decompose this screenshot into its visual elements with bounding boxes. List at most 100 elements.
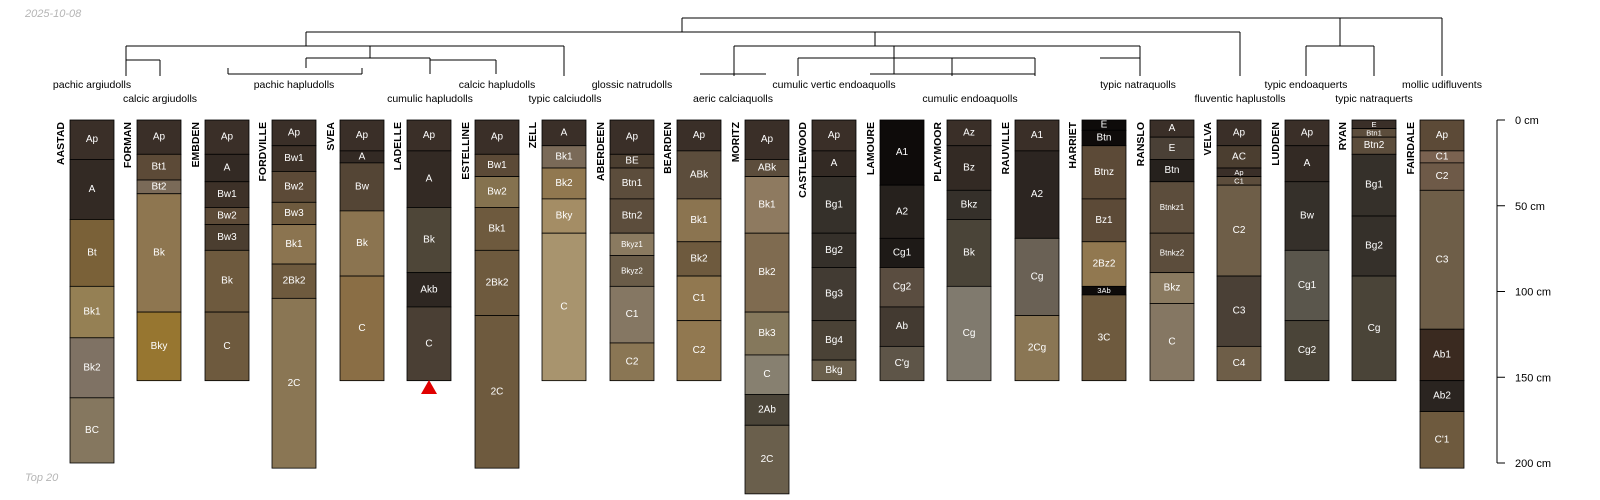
horizon-estelline-bk1 (474, 207, 520, 251)
horizon-zell-bky (541, 198, 587, 234)
horizon-rauville-2cg (1014, 315, 1060, 382)
horizon-fairdale-ab1 (1419, 328, 1465, 382)
horizon-label: Cg2 (893, 282, 912, 293)
horizon-label: Bk2 (555, 178, 573, 189)
horizon-fairdale-ab2 (1419, 380, 1465, 412)
horizon-playmoor-bkz (946, 189, 992, 220)
horizon-label: E (1101, 120, 1108, 131)
horizon-label: Cg1 (1298, 280, 1317, 291)
horizon-label: Cg2 (1298, 345, 1317, 356)
horizon-forman-bk (136, 193, 182, 313)
taxon-label: cumulic endoaquolls (922, 93, 1017, 105)
horizon-label: Ap (1234, 168, 1243, 177)
horizon-label: Bg2 (825, 245, 843, 256)
truncation-marker (421, 380, 437, 394)
profile-lamoure: A1 A2 Cg1 Cg2 Ab C'g LAMOURE (865, 119, 925, 382)
horizon-velva-c4 (1216, 345, 1262, 382)
horizon-estelline-2c (474, 315, 520, 469)
horizon-label: C4 (1233, 358, 1246, 369)
horizon-label: Ap (1301, 127, 1314, 138)
horizon-label: C'g (895, 358, 910, 369)
horizon-ranslo-btnkz1 (1149, 181, 1195, 234)
taxon-label: cumulic hapludolls (387, 93, 473, 105)
horizon-lamoure-a2 (879, 184, 925, 239)
horizon-label: C (223, 341, 230, 352)
horizon-label: ABk (690, 169, 709, 180)
horizon-label: E (1371, 120, 1376, 129)
profile-name: LUDDEN (1270, 122, 1282, 166)
horizon-rauville-cg (1014, 237, 1060, 316)
taxon-label: fluventic haplustolls (1194, 93, 1285, 105)
horizon-label: Ap (221, 132, 234, 143)
horizon-label: 2Bk2 (283, 276, 306, 287)
horizon-playmoor-bz (946, 145, 992, 191)
horizon-zell-a (541, 119, 587, 147)
horizon-label: Ab (896, 321, 909, 332)
horizon-ranslo-c (1149, 303, 1195, 382)
profile-name: FORMAN (122, 122, 134, 168)
horizon-rauville-a2 (1014, 150, 1060, 239)
profile-bearden: Ap ABk Bk1 Bk2 C1 C2 BEARDEN (662, 119, 722, 382)
horizon-label: A (561, 127, 568, 138)
taxon-label: typic endoaquerts (1265, 79, 1348, 91)
horizon-label: Bg4 (825, 335, 843, 346)
horizon-label: A1 (1031, 130, 1044, 141)
horizon-label: A (426, 174, 433, 185)
taxon-label: pachic argiudolls (53, 79, 131, 91)
horizon-label: ABk (758, 163, 777, 174)
horizon-label: E (1169, 143, 1176, 154)
horizon-label: C (560, 301, 567, 312)
horizon-label: A (831, 158, 838, 169)
horizon-label: C3 (1233, 306, 1246, 317)
horizon-label: Ap (86, 134, 99, 145)
horizon-label: Bt2 (151, 181, 166, 192)
horizon-label: Ap (761, 134, 774, 145)
horizon-label: 2C (288, 378, 301, 389)
horizon-embden-bk (204, 249, 250, 313)
horizon-label: Bw2 (217, 211, 237, 222)
horizon-label: Cg (1031, 271, 1044, 282)
horizon-label: A (359, 151, 366, 162)
horizon-aastad-bc (69, 397, 115, 464)
horizon-label: Bk (221, 276, 234, 287)
horizon-label: 2C (491, 386, 504, 397)
horizon-label: Bk1 (555, 151, 573, 162)
horizon-aastad-bt (69, 219, 115, 287)
horizon-ludden-ap (1284, 119, 1330, 147)
horizon-label: 3Ab (1097, 286, 1110, 295)
horizon-label: Bw3 (284, 208, 304, 219)
horizon-label: C2 (1436, 171, 1449, 182)
profile-name: AASTAD (55, 122, 67, 165)
horizon-svea-bk (339, 210, 385, 277)
profile-fordville: Ap Bw1 Bw2 Bw3 Bk1 2Bk2 2C FORDVILLE (257, 119, 317, 469)
axis-tick-label: 150 cm (1515, 372, 1551, 384)
horizon-label: Bk (423, 235, 436, 246)
horizon-label: Bw1 (487, 160, 507, 171)
profile-rauville: A1 A2 Cg 2Cg RAUVILLE (1000, 119, 1060, 382)
profile-moritz: Ap ABk Bk1 Bk2 Bk3 C 2Ab 2C MORITZ (730, 119, 790, 495)
profile-name: ABERDEEN (595, 122, 607, 181)
horizon-ryan-bg2 (1351, 215, 1397, 277)
horizon-label: A2 (1031, 189, 1044, 200)
horizon-bearden-c1 (676, 275, 722, 322)
axis-tick-label: 100 cm (1515, 287, 1551, 299)
horizon-playmoor-bk (946, 219, 992, 287)
horizon-label: Btnkz1 (1160, 203, 1185, 212)
horizon-label: Bg3 (825, 289, 843, 300)
horizon-label: Bg1 (825, 199, 843, 210)
horizon-label: Btn1 (1366, 128, 1382, 137)
horizon-label: 2Cg (1028, 343, 1046, 354)
horizon-lamoure-cg2 (879, 267, 925, 308)
horizon-ladelle-akb (406, 272, 452, 308)
horizon-label: A (89, 184, 96, 195)
horizon-label: C3 (1436, 254, 1449, 265)
horizon-label: 2Bz2 (1093, 259, 1116, 270)
horizon-label: C1 (626, 309, 639, 320)
horizon-label: Bk1 (690, 215, 708, 226)
profile-name: SVEA (325, 122, 337, 151)
profile-name: FORDVILLE (257, 122, 269, 182)
horizon-embden-ap (204, 119, 250, 155)
horizon-lamoure-cg1 (879, 237, 925, 268)
profile-aberdeen: Ap BE Btn1 Btn2 Bkyz1 Bkyz2 C1 C2 ABERDEEN (595, 119, 655, 382)
